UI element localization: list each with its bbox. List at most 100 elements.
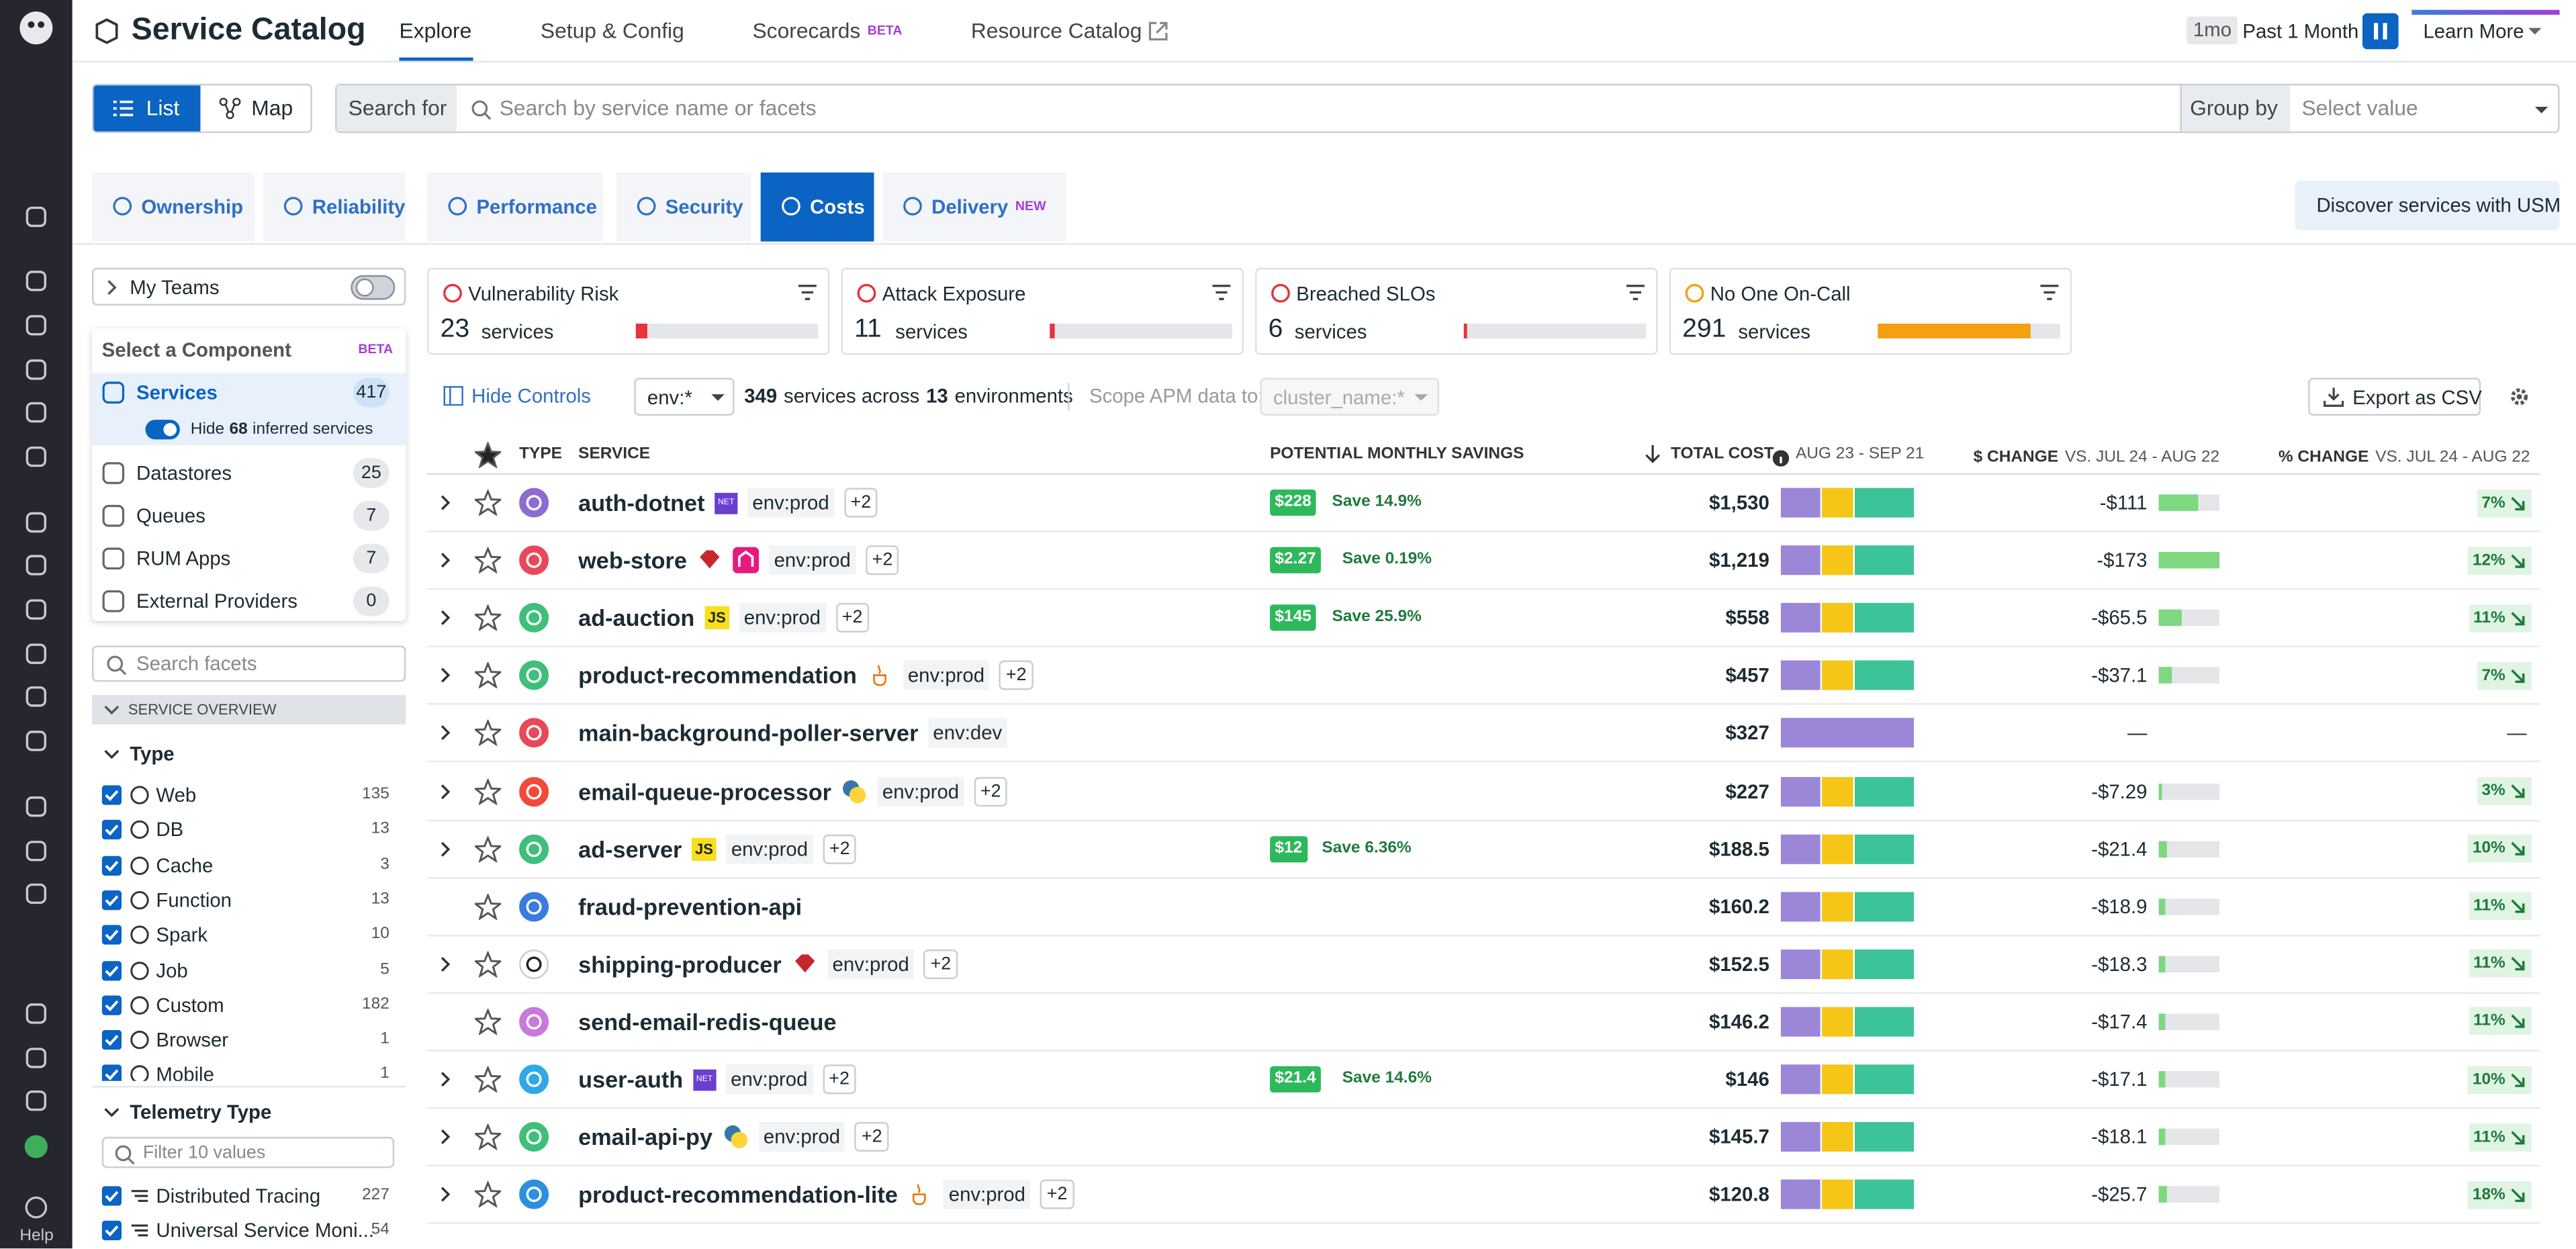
favorite-star[interactable] xyxy=(473,834,503,863)
more-tags[interactable]: +2 xyxy=(823,833,857,864)
service-link[interactable]: shipping-producer xyxy=(578,950,782,978)
table-row[interactable] xyxy=(427,648,2540,706)
summary-card[interactable]: No One On-Call 291 services xyxy=(1669,267,2072,355)
table-row[interactable] xyxy=(427,1166,2540,1225)
service-link[interactable]: product-recommendation xyxy=(578,662,858,689)
table-row[interactable] xyxy=(427,821,2540,878)
service-link[interactable]: email-api-py xyxy=(578,1123,713,1150)
checkbox[interactable] xyxy=(101,820,122,840)
favorite-star[interactable] xyxy=(473,604,503,632)
component-label[interactable]: RUM Apps xyxy=(136,547,231,570)
table-row[interactable] xyxy=(427,763,2540,821)
more-tags[interactable]: +2 xyxy=(835,603,870,633)
nav-tab[interactable]: Setup & Config xyxy=(540,17,684,43)
checkbox[interactable] xyxy=(101,785,122,805)
checkbox[interactable] xyxy=(101,960,122,980)
checkbox[interactable] xyxy=(101,855,122,875)
my-teams[interactable]: My Teams xyxy=(92,267,406,306)
table-row[interactable] xyxy=(427,994,2540,1052)
list-button[interactable]: List xyxy=(146,95,180,120)
table-row[interactable] xyxy=(427,590,2540,648)
component-label[interactable]: Services xyxy=(136,381,218,404)
more-tags[interactable]: +2 xyxy=(843,488,878,518)
service-link[interactable]: product-recommendation-lite xyxy=(578,1181,898,1208)
service-link[interactable]: web-store xyxy=(578,547,687,574)
summary-card[interactable]: Attack Exposure 11 services xyxy=(841,267,1244,355)
more-tags[interactable]: +2 xyxy=(855,1122,889,1152)
change-track xyxy=(2158,1128,2220,1146)
component-label[interactable]: External Providers xyxy=(136,590,297,613)
hide-controls[interactable]: Hide Controls xyxy=(471,384,591,408)
summary-card[interactable]: Breached SLOs 6 services xyxy=(1255,267,1658,355)
env-select[interactable]: env:* xyxy=(634,377,735,416)
icon-part xyxy=(441,668,451,684)
service-link[interactable]: user-auth xyxy=(578,1066,684,1093)
table-row[interactable] xyxy=(427,1052,2540,1109)
table-row[interactable] xyxy=(427,475,2540,533)
checkbox[interactable] xyxy=(101,995,122,1015)
lens-tab[interactable]: Security xyxy=(616,172,751,242)
group-by-select[interactable]: Select value xyxy=(2301,95,2418,120)
nav-tab[interactable]: Resource Catalog xyxy=(970,17,1142,43)
favorite-star[interactable] xyxy=(473,1180,503,1209)
checkbox[interactable] xyxy=(101,1186,122,1206)
table-row[interactable] xyxy=(427,533,2540,590)
favorite-star[interactable] xyxy=(473,1007,503,1036)
favorite-star[interactable] xyxy=(473,719,503,747)
cost-bar xyxy=(1780,776,1916,806)
lens-tab[interactable]: Performance xyxy=(427,172,603,242)
favorite-star[interactable] xyxy=(473,546,503,575)
more-tags[interactable]: +2 xyxy=(822,1064,856,1095)
favorite-star[interactable] xyxy=(473,776,503,805)
time-label[interactable]: Past 1 Month xyxy=(2242,19,2359,43)
summary-card[interactable]: Vulnerability Risk 23 services xyxy=(427,267,830,355)
checkbox[interactable] xyxy=(101,1220,122,1241)
service-link[interactable]: ad-auction xyxy=(578,604,695,631)
component-label[interactable]: Datastores xyxy=(136,461,232,485)
favorite-star[interactable] xyxy=(473,1123,503,1151)
service-link[interactable]: ad-server xyxy=(578,835,682,862)
favorite-star[interactable] xyxy=(473,1065,503,1093)
table-row[interactable] xyxy=(427,936,2540,994)
col-savings[interactable]: POTENTIAL MONTHLY SAVINGS xyxy=(1270,445,1524,463)
more-tags[interactable]: +2 xyxy=(865,545,900,575)
discover-button[interactable]: Discover services with USM xyxy=(2295,181,2561,230)
more-tags[interactable]: +2 xyxy=(999,661,1033,691)
checkbox[interactable] xyxy=(101,1065,122,1081)
lens-tab[interactable]: Costs xyxy=(760,172,874,242)
service-link[interactable]: send-email-redis-queue xyxy=(578,1008,837,1035)
favorite-star[interactable] xyxy=(473,488,503,517)
col-pct-label[interactable]: % CHANGE xyxy=(2278,448,2369,467)
favorite-star[interactable] xyxy=(473,661,503,690)
lens-tab[interactable]: Delivery xyxy=(882,172,1066,242)
col-change-label[interactable]: $ CHANGE xyxy=(1973,448,2059,467)
col-total-cost[interactable]: TOTAL COST xyxy=(1671,445,1774,463)
learn-more[interactable]: Learn More xyxy=(2423,19,2524,43)
favorite-star[interactable] xyxy=(473,892,503,921)
component-label[interactable]: Queues xyxy=(136,504,205,528)
map-button[interactable]: Map xyxy=(251,95,293,120)
more-tags[interactable]: +2 xyxy=(1040,1179,1074,1210)
checkbox[interactable] xyxy=(101,890,122,911)
nav-tab[interactable]: Explore xyxy=(399,17,472,43)
icon-part xyxy=(1414,394,1428,401)
table-row[interactable] xyxy=(427,878,2540,936)
search-bar[interactable]: Search for Search by service name or face… xyxy=(335,83,2560,134)
service-link[interactable]: email-queue-processor xyxy=(578,778,832,804)
export-button[interactable]: Export as CSV xyxy=(2308,377,2482,416)
nav-tab[interactable]: Scorecards xyxy=(752,17,861,43)
table-row[interactable] xyxy=(427,1109,2540,1167)
lens-tab[interactable]: Reliability xyxy=(263,172,406,242)
favorite-star[interactable] xyxy=(473,950,503,978)
lens-tab[interactable]: Ownership xyxy=(92,172,255,242)
telemetry-filter[interactable]: Filter 10 values xyxy=(101,1136,395,1168)
checkbox[interactable] xyxy=(101,1030,122,1050)
service-link[interactable]: fraud-prevention-api xyxy=(578,893,802,920)
more-tags[interactable]: +2 xyxy=(923,949,958,979)
table-row[interactable] xyxy=(427,705,2540,764)
checkbox[interactable] xyxy=(101,925,122,945)
facet-search[interactable]: Search facets xyxy=(92,645,406,682)
service-link[interactable]: auth-dotnet xyxy=(578,490,705,516)
service-link[interactable]: main-background-poller-server xyxy=(578,720,919,747)
more-tags[interactable]: +2 xyxy=(974,776,1008,806)
